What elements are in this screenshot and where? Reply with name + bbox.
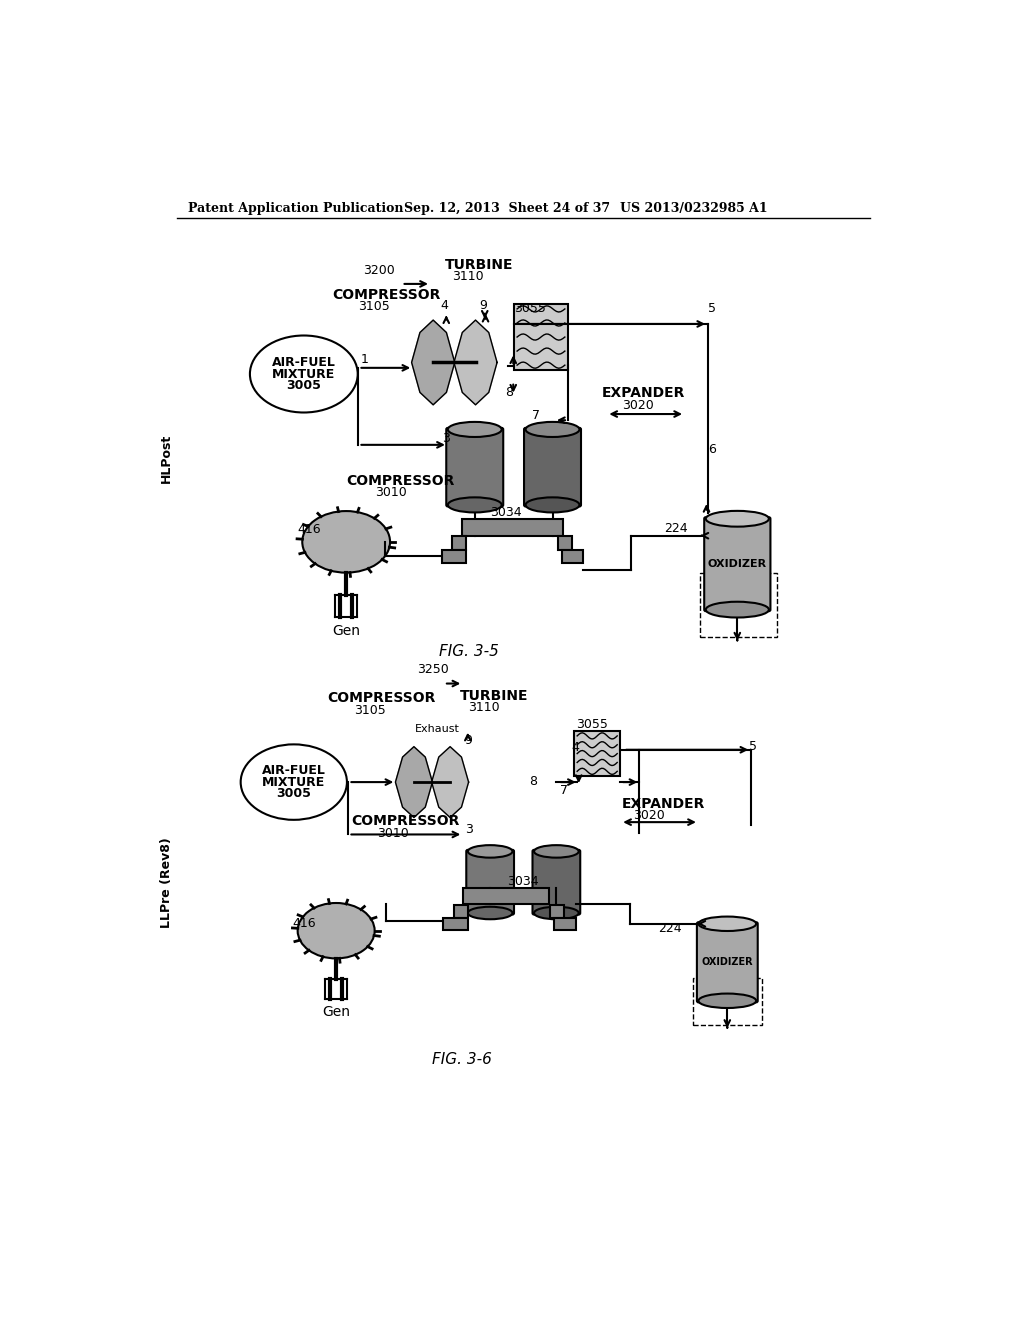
Text: 224: 224 <box>664 521 687 535</box>
Text: 5: 5 <box>749 739 757 752</box>
FancyBboxPatch shape <box>462 519 563 536</box>
Text: MIXTURE: MIXTURE <box>272 367 336 380</box>
Ellipse shape <box>706 511 769 527</box>
Ellipse shape <box>525 422 580 437</box>
Text: 6: 6 <box>708 442 716 455</box>
FancyBboxPatch shape <box>532 850 581 915</box>
Text: TURBINE: TURBINE <box>460 689 528 702</box>
Ellipse shape <box>468 845 512 858</box>
FancyBboxPatch shape <box>463 888 550 904</box>
Text: 224: 224 <box>657 923 681 936</box>
Text: US 2013/0232985 A1: US 2013/0232985 A1 <box>620 202 767 215</box>
Text: FIG. 3-5: FIG. 3-5 <box>439 644 500 659</box>
Text: COMPRESSOR: COMPRESSOR <box>346 474 455 488</box>
Text: 9: 9 <box>479 298 487 312</box>
Text: 3055: 3055 <box>575 718 607 731</box>
Text: 4: 4 <box>440 298 449 312</box>
Ellipse shape <box>447 498 502 512</box>
Text: 3055: 3055 <box>514 302 546 315</box>
Ellipse shape <box>535 845 579 858</box>
Ellipse shape <box>447 422 502 437</box>
Text: TURBINE: TURBINE <box>444 257 513 272</box>
Text: OXIDIZER: OXIDIZER <box>708 560 767 569</box>
Text: COMPRESSOR: COMPRESSOR <box>333 288 440 301</box>
FancyBboxPatch shape <box>574 731 621 776</box>
Text: 7: 7 <box>532 409 541 421</box>
Text: 1: 1 <box>360 354 369 366</box>
Polygon shape <box>454 321 497 405</box>
FancyBboxPatch shape <box>705 517 770 611</box>
Text: AIR-FUEL: AIR-FUEL <box>272 356 336 370</box>
Text: 3: 3 <box>442 432 451 445</box>
FancyBboxPatch shape <box>441 549 466 564</box>
Ellipse shape <box>468 907 512 919</box>
FancyBboxPatch shape <box>453 536 466 549</box>
Ellipse shape <box>698 916 756 931</box>
FancyBboxPatch shape <box>550 906 564 917</box>
FancyBboxPatch shape <box>554 917 575 929</box>
Text: FIG. 3-6: FIG. 3-6 <box>432 1052 492 1067</box>
Text: COMPRESSOR: COMPRESSOR <box>327 692 435 705</box>
Text: HLPost: HLPost <box>160 434 173 483</box>
Ellipse shape <box>706 602 769 618</box>
Ellipse shape <box>698 994 756 1008</box>
Text: EXPANDER: EXPANDER <box>622 796 706 810</box>
Ellipse shape <box>302 511 390 573</box>
Ellipse shape <box>250 335 357 412</box>
Text: Sep. 12, 2013  Sheet 24 of 37: Sep. 12, 2013 Sheet 24 of 37 <box>403 202 610 215</box>
Text: 3020: 3020 <box>622 399 653 412</box>
Text: 3034: 3034 <box>489 507 521 520</box>
FancyBboxPatch shape <box>558 536 571 549</box>
Text: Exhaust: Exhaust <box>415 725 460 734</box>
Text: Gen: Gen <box>323 1006 350 1019</box>
Polygon shape <box>432 747 469 817</box>
Text: 3105: 3105 <box>354 704 386 717</box>
Text: 5: 5 <box>708 302 716 315</box>
Text: 3020: 3020 <box>633 809 665 822</box>
Text: Patent Application Publication: Patent Application Publication <box>188 202 403 215</box>
Text: EXPANDER: EXPANDER <box>602 387 685 400</box>
Text: 3200: 3200 <box>362 264 394 277</box>
Text: LLPre (Rev8): LLPre (Rev8) <box>160 837 173 928</box>
FancyBboxPatch shape <box>454 906 468 917</box>
FancyBboxPatch shape <box>514 305 568 370</box>
FancyBboxPatch shape <box>562 549 584 564</box>
Polygon shape <box>395 747 432 817</box>
FancyBboxPatch shape <box>443 917 468 929</box>
Polygon shape <box>412 321 455 405</box>
Text: MIXTURE: MIXTURE <box>262 776 326 788</box>
Text: OXIDIZER: OXIDIZER <box>701 957 753 968</box>
Text: 3250: 3250 <box>418 663 450 676</box>
FancyBboxPatch shape <box>466 850 514 915</box>
Text: 3034: 3034 <box>508 875 539 888</box>
FancyBboxPatch shape <box>524 428 581 507</box>
Text: 3005: 3005 <box>287 379 322 392</box>
Ellipse shape <box>525 498 580 512</box>
Ellipse shape <box>535 907 579 919</box>
Text: 7: 7 <box>560 784 568 797</box>
Text: 3110: 3110 <box>468 701 500 714</box>
FancyBboxPatch shape <box>446 428 503 507</box>
Text: 8: 8 <box>529 775 538 788</box>
Text: 9: 9 <box>464 734 472 747</box>
Text: COMPRESSOR: COMPRESSOR <box>351 814 459 828</box>
Text: 4: 4 <box>571 742 580 754</box>
Text: 3010: 3010 <box>377 826 409 840</box>
Text: 416: 416 <box>292 917 315 929</box>
Text: 3005: 3005 <box>276 787 311 800</box>
Text: 3: 3 <box>466 822 473 836</box>
Text: 416: 416 <box>297 523 321 536</box>
Text: 3010: 3010 <box>376 487 408 499</box>
Text: AIR-FUEL: AIR-FUEL <box>262 764 326 777</box>
Text: 3105: 3105 <box>358 300 390 313</box>
Text: Gen: Gen <box>332 624 360 639</box>
Ellipse shape <box>298 903 375 958</box>
FancyBboxPatch shape <box>697 923 758 1002</box>
Text: 3110: 3110 <box>453 271 484 282</box>
Text: 8: 8 <box>505 385 513 399</box>
Ellipse shape <box>241 744 347 820</box>
